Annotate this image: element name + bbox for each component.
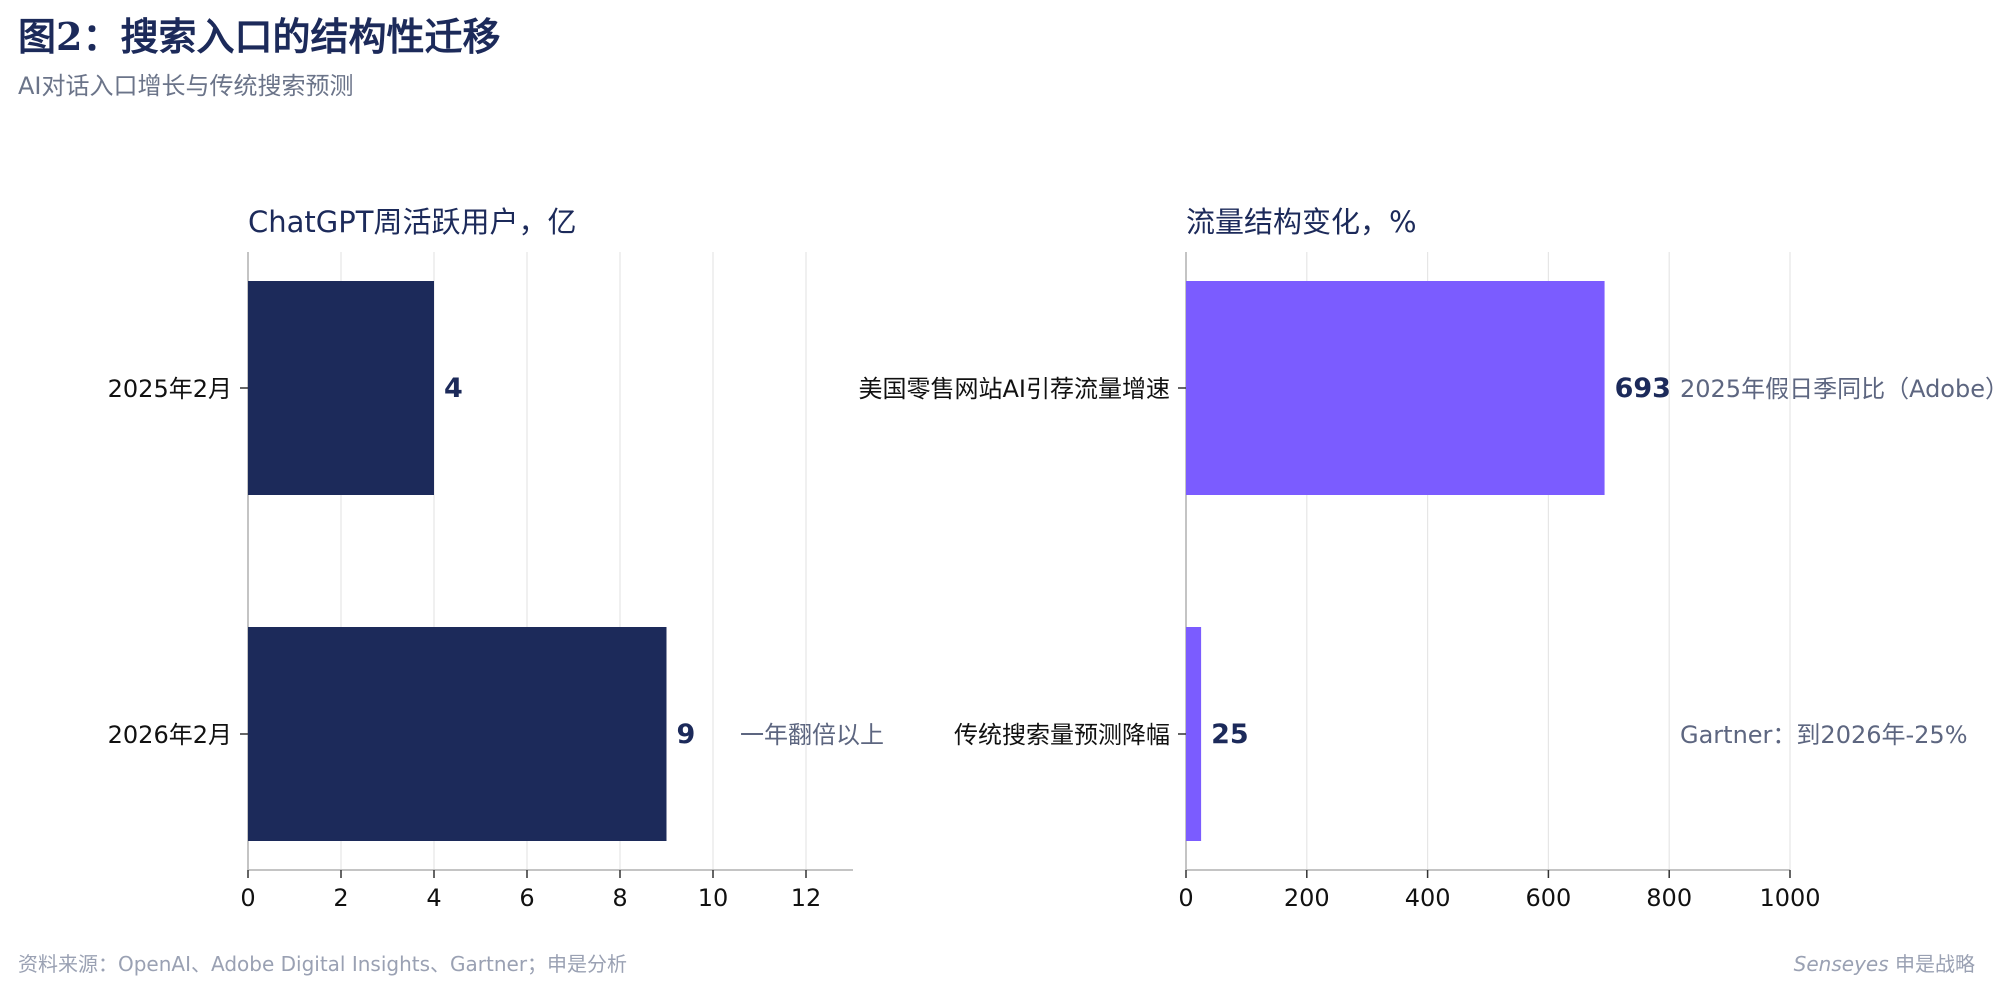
chart-title: 流量结构变化，% [1186, 205, 1417, 239]
brand-name-en: Senseyes [1793, 952, 1889, 976]
brand-name-cn: 申是战略 [1895, 952, 1975, 976]
x-tick-label: 0 [240, 884, 255, 912]
category-label: 2025年2月 [108, 375, 232, 403]
bar [248, 281, 434, 495]
chart-title: ChatGPT周活跃用户，亿 [248, 205, 576, 239]
x-tick-label: 4 [426, 884, 441, 912]
annotation: Gartner：到2026年-25% [1680, 721, 1968, 749]
x-tick-label: 200 [1284, 884, 1330, 912]
chart-2: 流量结构变化，% 0 200 400 600 800 1000 美国零售网站AI引荐流量增速 6… [859, 205, 2010, 912]
x-tick-label: 0 [1178, 884, 1193, 912]
x-tick-label: 12 [791, 884, 822, 912]
bar [1186, 627, 1202, 841]
value-label: 9 [677, 719, 696, 750]
x-tick-label: 1000 [1759, 884, 1820, 912]
x-tick-label: 10 [698, 884, 729, 912]
annotation: 2025年假日季同比（Adobe） [1680, 375, 2009, 403]
category-label: 美国零售网站AI引荐流量增速 [859, 375, 1171, 403]
x-tick-label: 600 [1525, 884, 1571, 912]
x-tick-label: 400 [1405, 884, 1451, 912]
page-subtitle: AI对话入口增长与传统搜索预测 [18, 72, 354, 100]
bar [1186, 281, 1605, 495]
value-label: 693 [1615, 373, 1671, 404]
value-label: 4 [444, 373, 463, 404]
page-title: 图2：搜索入口的结构性迁移 [18, 14, 501, 59]
annotation: 一年翻倍以上 [740, 721, 884, 749]
x-tick-label: 6 [519, 884, 534, 912]
category-label: 2026年2月 [108, 721, 232, 749]
category-label: 传统搜索量预测降幅 [954, 721, 1170, 749]
x-tick-label: 8 [612, 884, 627, 912]
value-label: 25 [1211, 719, 1249, 750]
bar [248, 627, 667, 841]
source-note: 资料来源：OpenAI、Adobe Digital Insights、Gartn… [18, 952, 628, 976]
brand-mark: Senseyes 申是战略 [1794, 948, 1975, 977]
x-tick-label: 800 [1646, 884, 1692, 912]
x-tick-label: 2 [333, 884, 348, 912]
chart-1: ChatGPT周活跃用户，亿 0 2 4 6 8 10 12 2025年2月 4 2026年2月 9 一… [108, 205, 884, 912]
